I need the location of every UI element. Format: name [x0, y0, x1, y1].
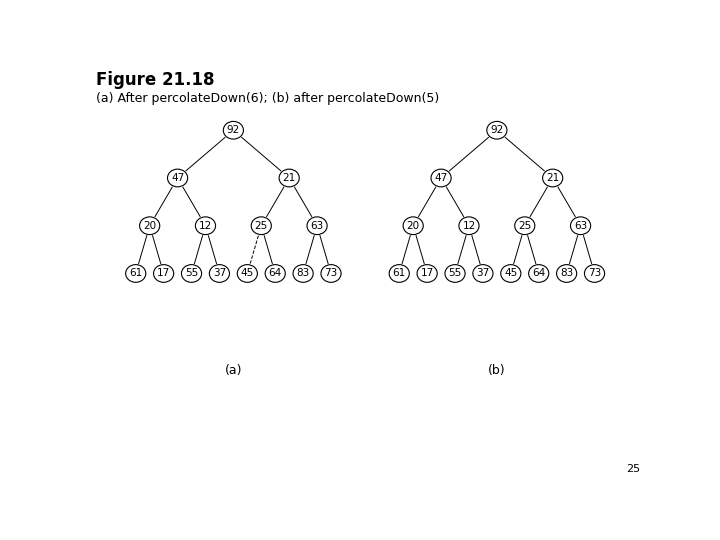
Text: 55: 55: [449, 268, 462, 279]
Ellipse shape: [265, 265, 285, 282]
Ellipse shape: [210, 265, 230, 282]
Ellipse shape: [500, 265, 521, 282]
Text: 37: 37: [477, 268, 490, 279]
Ellipse shape: [153, 265, 174, 282]
Text: 73: 73: [588, 268, 601, 279]
Text: 63: 63: [310, 221, 324, 231]
Text: 21: 21: [282, 173, 296, 183]
Text: 25: 25: [255, 221, 268, 231]
Text: (a) After percolateDown(6); (b) after percolateDown(5): (a) After percolateDown(6); (b) after pe…: [96, 92, 439, 105]
Ellipse shape: [140, 217, 160, 234]
Ellipse shape: [168, 169, 188, 187]
Ellipse shape: [195, 217, 215, 234]
Text: 83: 83: [297, 268, 310, 279]
Text: (a): (a): [225, 363, 242, 376]
Text: 45: 45: [240, 268, 254, 279]
Text: 25: 25: [518, 221, 531, 231]
Ellipse shape: [528, 265, 549, 282]
Ellipse shape: [307, 217, 327, 234]
Ellipse shape: [431, 169, 451, 187]
Text: 20: 20: [407, 221, 420, 231]
Text: 25: 25: [626, 464, 640, 475]
Text: 61: 61: [129, 268, 143, 279]
Ellipse shape: [389, 265, 409, 282]
Ellipse shape: [585, 265, 605, 282]
Text: 64: 64: [269, 268, 282, 279]
Text: 17: 17: [157, 268, 170, 279]
Text: 64: 64: [532, 268, 545, 279]
Text: 55: 55: [185, 268, 198, 279]
Text: 63: 63: [574, 221, 588, 231]
Text: 12: 12: [199, 221, 212, 231]
Text: 92: 92: [490, 125, 503, 135]
Text: 17: 17: [420, 268, 433, 279]
Ellipse shape: [445, 265, 465, 282]
Ellipse shape: [417, 265, 437, 282]
Ellipse shape: [403, 217, 423, 234]
Ellipse shape: [181, 265, 202, 282]
Text: 73: 73: [325, 268, 338, 279]
Ellipse shape: [279, 169, 300, 187]
Text: 83: 83: [560, 268, 573, 279]
Text: 45: 45: [504, 268, 518, 279]
Text: 12: 12: [462, 221, 476, 231]
Ellipse shape: [459, 217, 479, 234]
Ellipse shape: [321, 265, 341, 282]
Text: 47: 47: [434, 173, 448, 183]
Text: 47: 47: [171, 173, 184, 183]
Text: 61: 61: [392, 268, 406, 279]
Text: 21: 21: [546, 173, 559, 183]
Ellipse shape: [515, 217, 535, 234]
Text: 20: 20: [143, 221, 156, 231]
Ellipse shape: [543, 169, 563, 187]
Ellipse shape: [251, 217, 271, 234]
Ellipse shape: [126, 265, 145, 282]
Ellipse shape: [238, 265, 258, 282]
Text: Figure 21.18: Figure 21.18: [96, 71, 215, 89]
Ellipse shape: [487, 122, 507, 139]
Text: 92: 92: [227, 125, 240, 135]
Ellipse shape: [570, 217, 590, 234]
Text: (b): (b): [488, 363, 505, 376]
Ellipse shape: [473, 265, 493, 282]
Ellipse shape: [557, 265, 577, 282]
Text: 37: 37: [213, 268, 226, 279]
Ellipse shape: [293, 265, 313, 282]
Ellipse shape: [223, 122, 243, 139]
